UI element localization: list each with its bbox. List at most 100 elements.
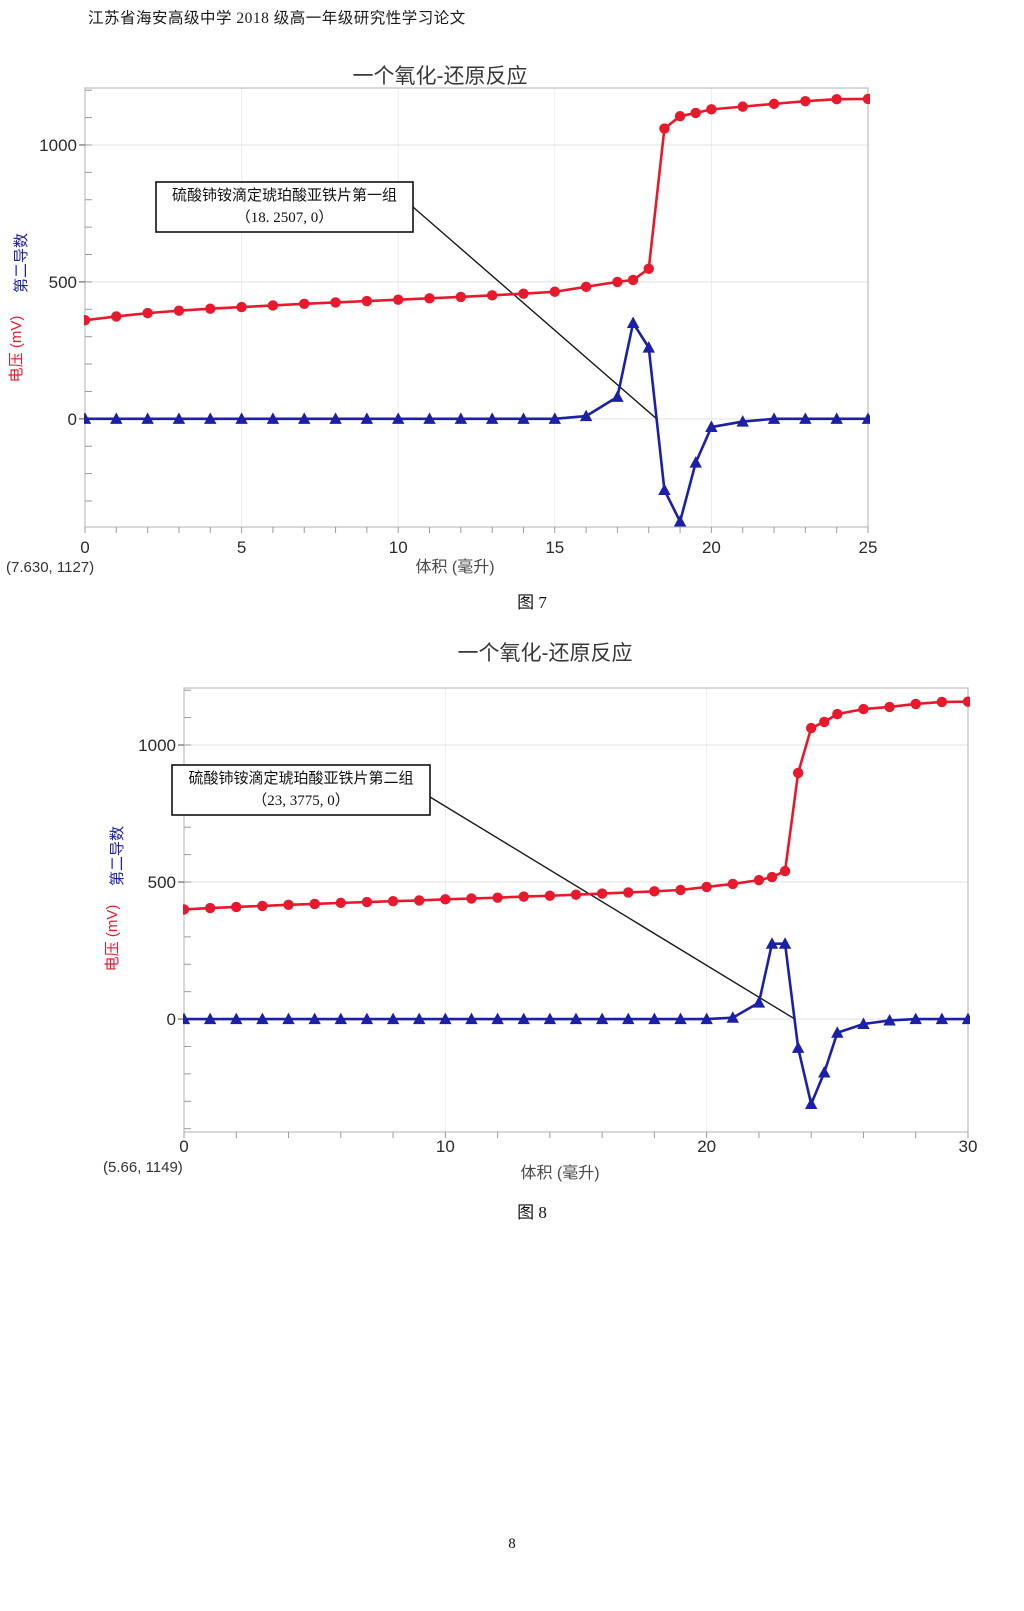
- data-point-triangle: [439, 1012, 452, 1025]
- data-point-circle: [580, 281, 592, 293]
- data-point-triangle: [569, 1012, 583, 1025]
- data-point-circle: [544, 890, 556, 901]
- data-point-circle: [862, 93, 870, 105]
- annotation-line2: （18. 2507, 0）: [236, 209, 334, 226]
- data-point-triangle: [595, 1012, 609, 1025]
- y-tick-label: 500: [148, 873, 176, 892]
- data-point-circle: [831, 94, 842, 105]
- data-point-circle: [910, 698, 921, 710]
- data-point-circle: [779, 865, 791, 877]
- y-axis-label-ylabel_derivative: 第二导数: [12, 233, 30, 293]
- data-point-circle: [806, 722, 817, 734]
- data-point-triangle: [765, 937, 779, 949]
- data-point-triangle: [736, 415, 749, 427]
- data-point-circle: [623, 887, 634, 898]
- data-point-circle: [111, 311, 122, 322]
- data-point-circle: [466, 893, 477, 904]
- data-point-triangle: [308, 1012, 321, 1025]
- x-tick-label: 0: [179, 1137, 188, 1156]
- plot-border: [183, 687, 969, 1133]
- y-tick-label: 0: [68, 410, 77, 429]
- y-axis-label-ylabel_derivative: 第二导数: [108, 826, 126, 886]
- data-point-circle: [753, 874, 765, 886]
- data-point-circle: [414, 895, 425, 906]
- data-point-triangle: [673, 515, 687, 527]
- cursor-readout: (7.630, 1127): [6, 559, 94, 576]
- data-point-circle: [706, 104, 717, 115]
- data-point-triangle: [700, 1012, 713, 1025]
- data-point-circle: [518, 891, 529, 902]
- x-tick-label: 0: [80, 538, 89, 557]
- data-point-triangle: [909, 1012, 922, 1025]
- series-line: [184, 942, 968, 1106]
- data-point-triangle: [543, 1012, 557, 1025]
- tick-labels: 0 5 10 15 20 25 0 500 1000: [39, 136, 877, 557]
- annotation-callout: 硫酸铈铵滴定琥珀酸亚铁片第二组 （23, 3775, 0）: [171, 764, 796, 1020]
- data-point-triangle: [830, 412, 843, 424]
- data-point-circle: [257, 900, 268, 912]
- data-point-circle: [884, 701, 895, 713]
- annotation-line1: 硫酸铈铵滴定琥珀酸亚铁片第二组: [188, 769, 413, 787]
- data-point-circle: [183, 904, 190, 915]
- data-point-triangle: [110, 412, 123, 424]
- data-point-circle: [627, 274, 639, 286]
- data-point-triangle: [84, 412, 92, 424]
- data-point-triangle: [230, 1012, 243, 1025]
- data-point-circle: [309, 898, 320, 910]
- data-point-circle: [792, 767, 804, 779]
- annotation-line2: （23, 3775, 0）: [252, 792, 350, 809]
- data-point-circle: [675, 884, 686, 896]
- data-point-triangle: [658, 483, 671, 496]
- data-point-triangle: [689, 456, 702, 468]
- data-point-circle: [204, 902, 216, 914]
- series-line: [183, 700, 969, 911]
- y-tick-label: 1000: [138, 736, 176, 755]
- data-point-triangle: [256, 1012, 269, 1025]
- y-axis-label-ylabel_voltage: 电压 (mV): [104, 905, 121, 972]
- data-point-circle: [936, 696, 948, 708]
- grid: [184, 688, 969, 1132]
- annotation-callout: 硫酸铈铵滴定琥珀酸亚铁片第一组 （18. 2507, 0）: [155, 181, 658, 420]
- data-point-circle: [819, 716, 830, 728]
- figure-7-caption: 图 7: [517, 593, 547, 612]
- data-point-triangle: [778, 937, 792, 949]
- x-axis-label: 体积 (毫升): [520, 1163, 599, 1182]
- data-point-triangle: [386, 1012, 400, 1025]
- data-point-circle: [659, 123, 670, 134]
- figure-8-caption: 图 8: [517, 1203, 547, 1222]
- data-point-triangle: [705, 420, 718, 433]
- data-point-triangle: [203, 1012, 217, 1025]
- annotation-box: [155, 181, 414, 233]
- data-point-triangle: [579, 409, 593, 422]
- data-point-circle: [267, 300, 279, 311]
- data-point-triangle: [298, 412, 311, 424]
- grid: [85, 88, 869, 527]
- data-point-circle: [335, 897, 346, 909]
- data-point-circle: [832, 708, 843, 720]
- data-point-triangle: [141, 412, 154, 424]
- data-point-circle: [486, 290, 498, 301]
- data-point-circle: [299, 298, 310, 310]
- data-point-circle: [330, 297, 341, 308]
- data-point-triangle: [883, 1013, 896, 1026]
- data-point-triangle: [465, 1012, 478, 1025]
- x-tick-label: 30: [959, 1137, 978, 1156]
- data-point-triangle: [454, 412, 468, 424]
- data-point-circle: [596, 888, 608, 899]
- data-point-triangle: [818, 1066, 831, 1078]
- data-point-triangle: [935, 1012, 949, 1025]
- x-axis-label: 体积 (毫升): [415, 557, 494, 576]
- data-point-circle: [361, 295, 373, 307]
- data-point-triangle: [726, 1011, 739, 1023]
- data-point-circle: [455, 291, 467, 303]
- data-point-triangle: [857, 1017, 870, 1030]
- data-point-triangle: [485, 412, 499, 424]
- tick-labels: 0 10 20 30 0 500 1000: [138, 736, 977, 1156]
- data-point-circle: [236, 301, 247, 313]
- data-point-circle: [570, 889, 582, 900]
- data-point-triangle: [266, 412, 280, 424]
- data-point-circle: [387, 896, 399, 907]
- data-point-triangle: [392, 412, 405, 424]
